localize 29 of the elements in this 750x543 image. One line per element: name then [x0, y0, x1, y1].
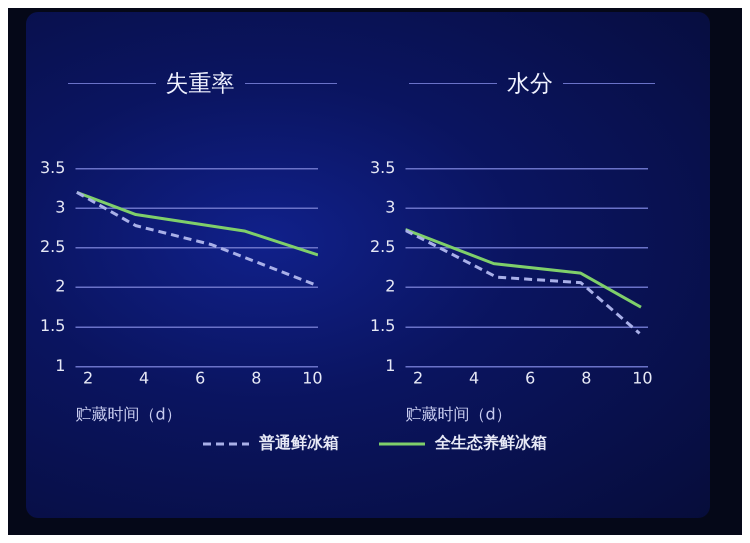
x-tick-label: 4 [469, 368, 480, 388]
x-tick-label: 10 [302, 368, 323, 388]
x-tick-label: 4 [139, 368, 150, 388]
legend-label: 普通鲜冰箱 [259, 433, 339, 454]
x-axis-title: 贮藏时间（d） [405, 404, 512, 424]
y-tick-label: 2.5 [370, 236, 396, 256]
x-tick-label: 8 [581, 368, 592, 388]
y-tick-label: 1 [55, 356, 66, 375]
x-tick-label: 8 [251, 368, 262, 388]
chart-title: 失重率 [166, 70, 234, 99]
y-tick-label: 1.5 [40, 316, 66, 336]
y-tick-label: 3.5 [370, 158, 396, 177]
y-tick-label: 3.5 [40, 158, 66, 177]
chart-title: 水分 [507, 70, 553, 99]
y-tick-label: 1.5 [370, 316, 396, 336]
x-tick-label: 2 [82, 368, 94, 388]
y-tick-label: 3 [55, 197, 66, 216]
y-tick-label: 3 [385, 197, 396, 216]
x-tick-label: 10 [632, 368, 653, 388]
y-tick-label: 2 [385, 276, 396, 296]
x-tick-label: 6 [525, 368, 536, 388]
x-tick-label: 6 [195, 368, 206, 388]
y-tick-label: 2 [55, 276, 66, 296]
line-series [405, 228, 642, 335]
y-tick-label: 2.5 [40, 236, 66, 256]
x-tick-label: 2 [412, 368, 424, 388]
legend-label: 全生态养鲜冰箱 [435, 433, 547, 454]
x-axis-title: 贮藏时间（d） [75, 404, 182, 424]
y-tick-label: 1 [385, 356, 396, 375]
